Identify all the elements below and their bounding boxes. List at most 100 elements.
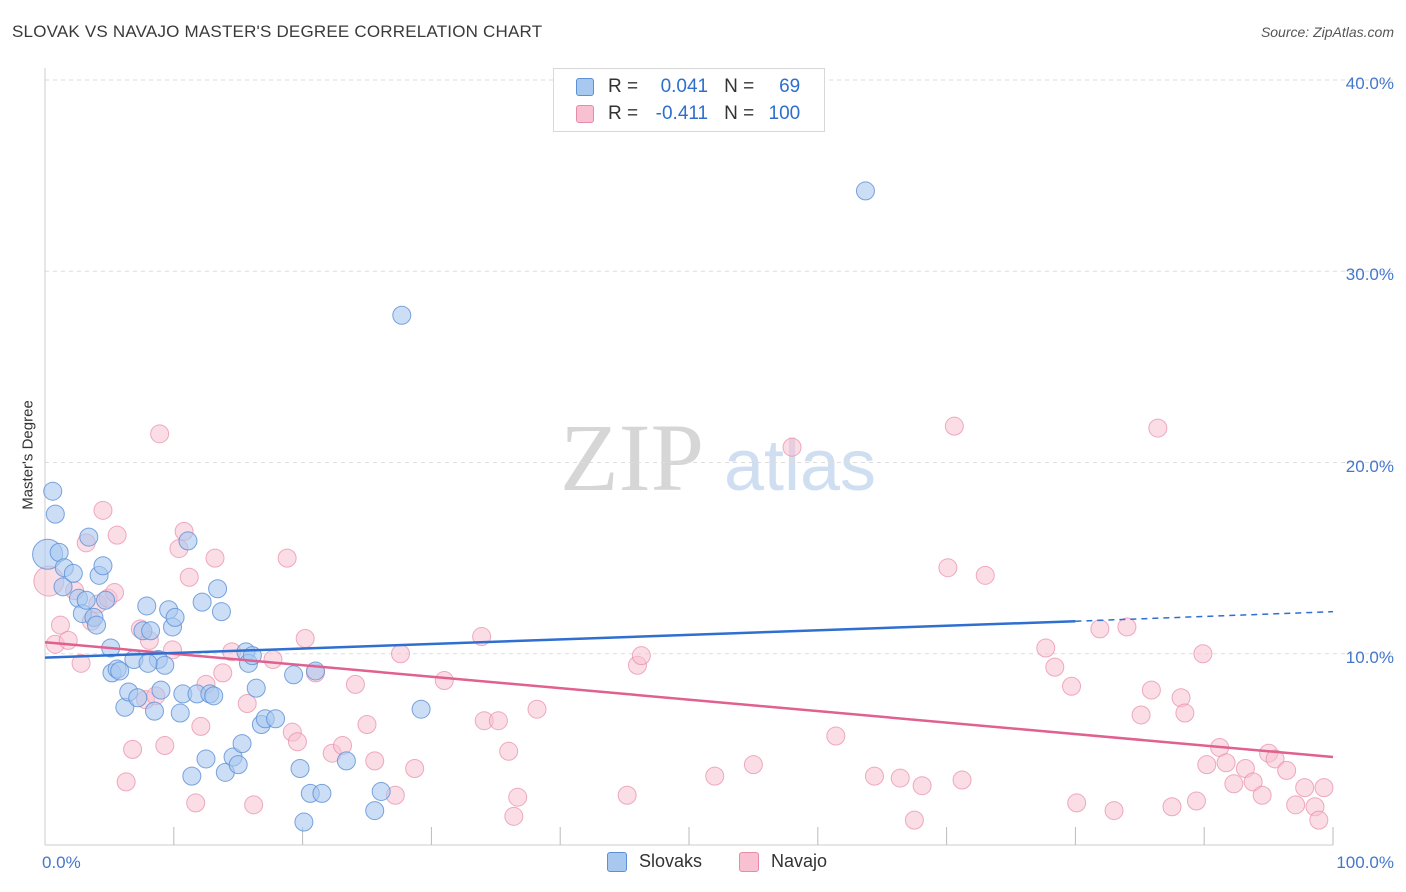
navajo-point [116,772,136,792]
navajo-point [191,716,211,736]
slovak-point [208,579,228,599]
navajo-point [1175,703,1195,723]
n-label: N = [724,103,755,124]
navajo-point [1104,801,1124,821]
navajo-point [107,525,127,545]
navajo-point [1224,774,1244,794]
slovak-point [228,755,248,775]
legend-label-navajo: Navajo [771,851,828,871]
navajo-point [1148,418,1168,438]
navajo-point [617,785,637,805]
navajo-point [527,699,547,719]
y-tick-label: 10.0% [1345,647,1394,667]
navajo-point [912,776,932,796]
legend-item-navajo[interactable]: Navajo [739,851,827,872]
navajo-point [277,548,297,568]
navajo-point [1090,619,1110,639]
slovak-point [178,531,198,551]
navajo-point [1067,793,1087,813]
navajo-point [244,795,264,815]
correlation-legend: R = 0.041 N = 69 R = -0.411 N = 100 [553,68,825,132]
r-label: R = [608,76,639,97]
slovak-point [96,590,116,610]
navajo-point [186,793,206,813]
slovaks-legend-swatch [607,851,627,872]
slovak-point [232,734,252,754]
slovak-point [411,699,431,719]
slovak-point [170,703,190,723]
navajo-point [1265,749,1285,769]
watermark-atlas: atlas [724,426,876,506]
navajo-point [952,770,972,790]
navajo-point [50,615,70,635]
navajo-point [1295,778,1315,798]
navajo-point [1314,778,1334,798]
navajo-point [1252,785,1272,805]
navajo-point [93,500,113,520]
source-label: Source: ZipAtlas.com [1260,24,1394,40]
navajo-point [123,739,143,759]
navajo-point [1186,791,1206,811]
x-tick-label-min: 0.0% [42,853,81,872]
navajo-point [743,755,763,775]
slovak-trend-extension [1075,610,1334,622]
r-label: R = [608,103,639,124]
navajo-point [1062,676,1082,696]
n-value-slovaks: 69 [779,76,801,97]
slovak-trend-line [44,619,1076,659]
y-tick-label: 20.0% [1345,456,1394,476]
navajo-point [1197,755,1217,775]
slovak-point [165,607,185,627]
navajo-point [1309,810,1329,830]
slovak-point [87,615,107,635]
navajo-point [434,671,454,691]
slovak-point [110,661,130,681]
navajo-point [488,711,508,731]
slovak-point [151,680,171,700]
navajo-point [1277,760,1297,780]
navajo-trend-line [44,641,1334,759]
slovak-point [294,812,314,832]
slovak-point [144,701,164,721]
navajo-point [1286,795,1306,815]
navajo-point [1117,617,1137,637]
navajo-point [938,558,958,578]
watermark-zip: ZIP [560,404,704,511]
navajo-point [1243,772,1263,792]
navajo-point [58,630,78,650]
navajo-point [287,732,307,752]
r-value-navajo: -0.411 [655,103,709,124]
n-label: N = [724,76,755,97]
navajo-point [1193,644,1213,664]
slovak-point [211,602,231,622]
y-tick-label: 40.0% [1345,74,1394,93]
n-value-navajo: 100 [768,103,801,124]
navajo-point [1141,680,1161,700]
navajo-point [944,416,964,436]
slovak-point [196,749,216,769]
slovak-point [53,577,73,597]
navajo-point [345,674,365,694]
slovak-point [128,688,148,708]
chart-title: SLOVAK VS NAVAJO MASTER'S DEGREE CORRELA… [12,22,543,41]
navajo-point [864,766,884,786]
navajo-swatch [576,105,594,123]
navajo-point [263,649,283,669]
navajo-point [904,810,924,830]
legend-item-slovaks[interactable]: Slovaks [607,851,702,872]
navajo-point [782,437,802,457]
navajo-point [499,741,519,761]
navajo-point [504,806,524,826]
navajo-point [1036,638,1056,658]
navajo-point [890,768,910,788]
navajo-point [155,736,175,756]
navajo-point [365,751,385,771]
r-value-slovaks: 0.041 [660,76,709,97]
series-legend: Slovaks Navajo [0,851,1406,877]
navajo-legend-swatch [739,851,759,872]
navajo-point [1162,797,1182,817]
slovak-point [182,766,202,786]
navajo-point [705,766,725,786]
navajo-point [405,759,425,778]
